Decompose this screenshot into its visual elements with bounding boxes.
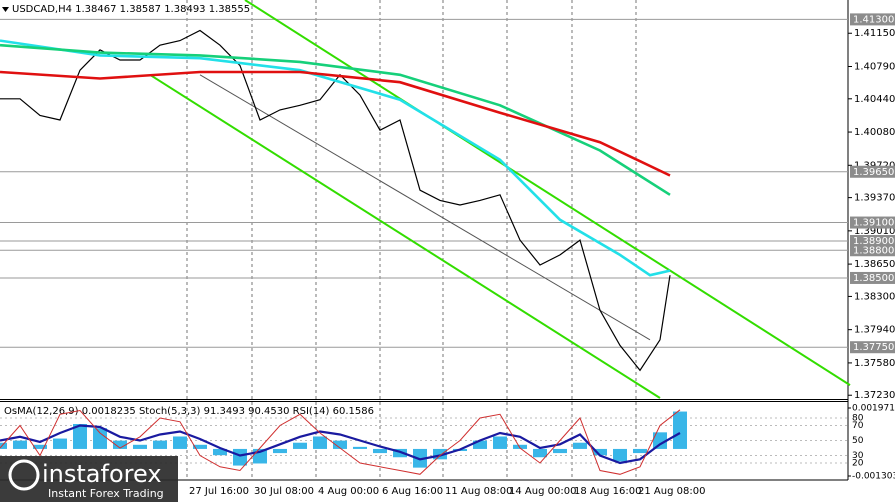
level-label: 1.39100 [853,218,894,229]
y-tick-label: 1.39370 [854,193,895,204]
osma-bar [393,448,407,458]
menu-arrow[interactable] [2,7,9,12]
y-tick-label: 1.40790 [854,61,895,72]
y2-tick-label: 20 [852,459,864,469]
osma-bar [193,444,207,449]
level-label: 1.38900 [853,236,894,247]
osma-bar [653,432,667,449]
trendline [149,73,661,399]
x-tick-label: 11 Aug 08:00 [445,486,512,497]
y-tick-label: 1.37940 [854,325,895,336]
y-tick-label: 1.41150 [854,28,895,39]
osma-bar [313,436,327,449]
osma-bar [233,448,247,466]
oscillator-line [0,424,681,465]
osma-bar [13,440,27,449]
osma-bar [633,448,647,454]
y2-tick-label: 30 [852,451,864,461]
chart-title: USDCAD,H4 1.38467 1.38587 1.38493 1.3855… [12,4,250,15]
level-label-box [850,341,895,354]
osma-bar [153,440,167,449]
watermark-tagline: Instant Forex Trading [48,487,164,500]
trendline [244,0,851,386]
osma-bar [113,440,127,449]
osma-bar [473,440,487,449]
x-tick-label: 21 Aug 08:00 [638,486,705,497]
y-tick-label: 1.40440 [854,94,895,105]
watermark: instaforex Instant Forex Trading [0,456,178,502]
watermark-brand: instaforex [42,460,162,488]
y-tick-label: 1.37230 [854,390,895,401]
y-tick-label: 0.0019714 [852,404,895,414]
watermark-logo [8,459,40,491]
osma-bar [93,428,107,449]
moving-average [0,39,671,277]
osma-bar [373,448,387,454]
osma-bar [73,424,87,449]
trendline [199,74,651,341]
osma-bar [133,444,147,449]
osma-bar [513,444,527,449]
osma-bar [593,448,607,456]
moving-average [0,70,671,177]
level-label-box [850,271,895,284]
x-tick-label: 30 Jul 08:00 [254,486,314,497]
osma-bar [433,448,447,460]
osma-bar [173,436,187,449]
y-tick-label: 1.38650 [854,259,895,270]
indicator-title: OsMA(12,26,9) 0.0018235 Stoch(5,3,3) 91.… [4,406,374,417]
x-tick-label: 27 Jul 16:00 [189,486,249,497]
osma-bar [33,444,47,449]
osma-bar [493,436,507,449]
x-tick-label: 6 Aug 16:00 [382,486,443,497]
x-tick-label: 4 Aug 00:00 [318,486,379,497]
y2-tick-label: 80 [852,414,864,424]
y-tick-label: -0.001303 [852,472,895,482]
y-tick-label: 1.37580 [854,358,895,369]
level-label-box [850,165,895,178]
level-label-box [850,216,895,229]
y-tick-label: 1.39010 [854,226,895,237]
level-label: 1.39650 [853,167,894,178]
y2-tick-label: 70 [852,421,864,431]
y2-tick-label: 50 [852,436,864,446]
osma-bar [0,442,7,449]
osma-bar [553,448,567,454]
level-label: 1.38500 [853,273,894,284]
level-label-box [850,13,895,26]
moving-average [0,43,671,196]
x-tick-label: 18 Aug 16:00 [574,486,641,497]
osma-bar [53,438,67,449]
level-label: 1.38800 [853,245,894,256]
osma-bar [573,442,587,449]
osma-bar [673,411,687,449]
level-label-box [850,235,895,248]
osma-bar [293,442,307,449]
osma-bar [353,446,367,449]
x-tick-label: 14 Aug 00:00 [509,486,576,497]
y-tick-label: 1.38300 [854,291,895,302]
oscillator-line [0,409,681,475]
osma-bar [273,448,287,454]
osma-bar [533,448,547,458]
y-tick-label: 1.40080 [854,127,895,138]
osma-bar [333,440,347,449]
level-label: 1.37750 [853,342,894,353]
osma-bar [213,448,227,456]
level-label: 1.41300 [853,14,894,25]
level-label-box [850,244,895,257]
osma-bar [613,448,627,462]
